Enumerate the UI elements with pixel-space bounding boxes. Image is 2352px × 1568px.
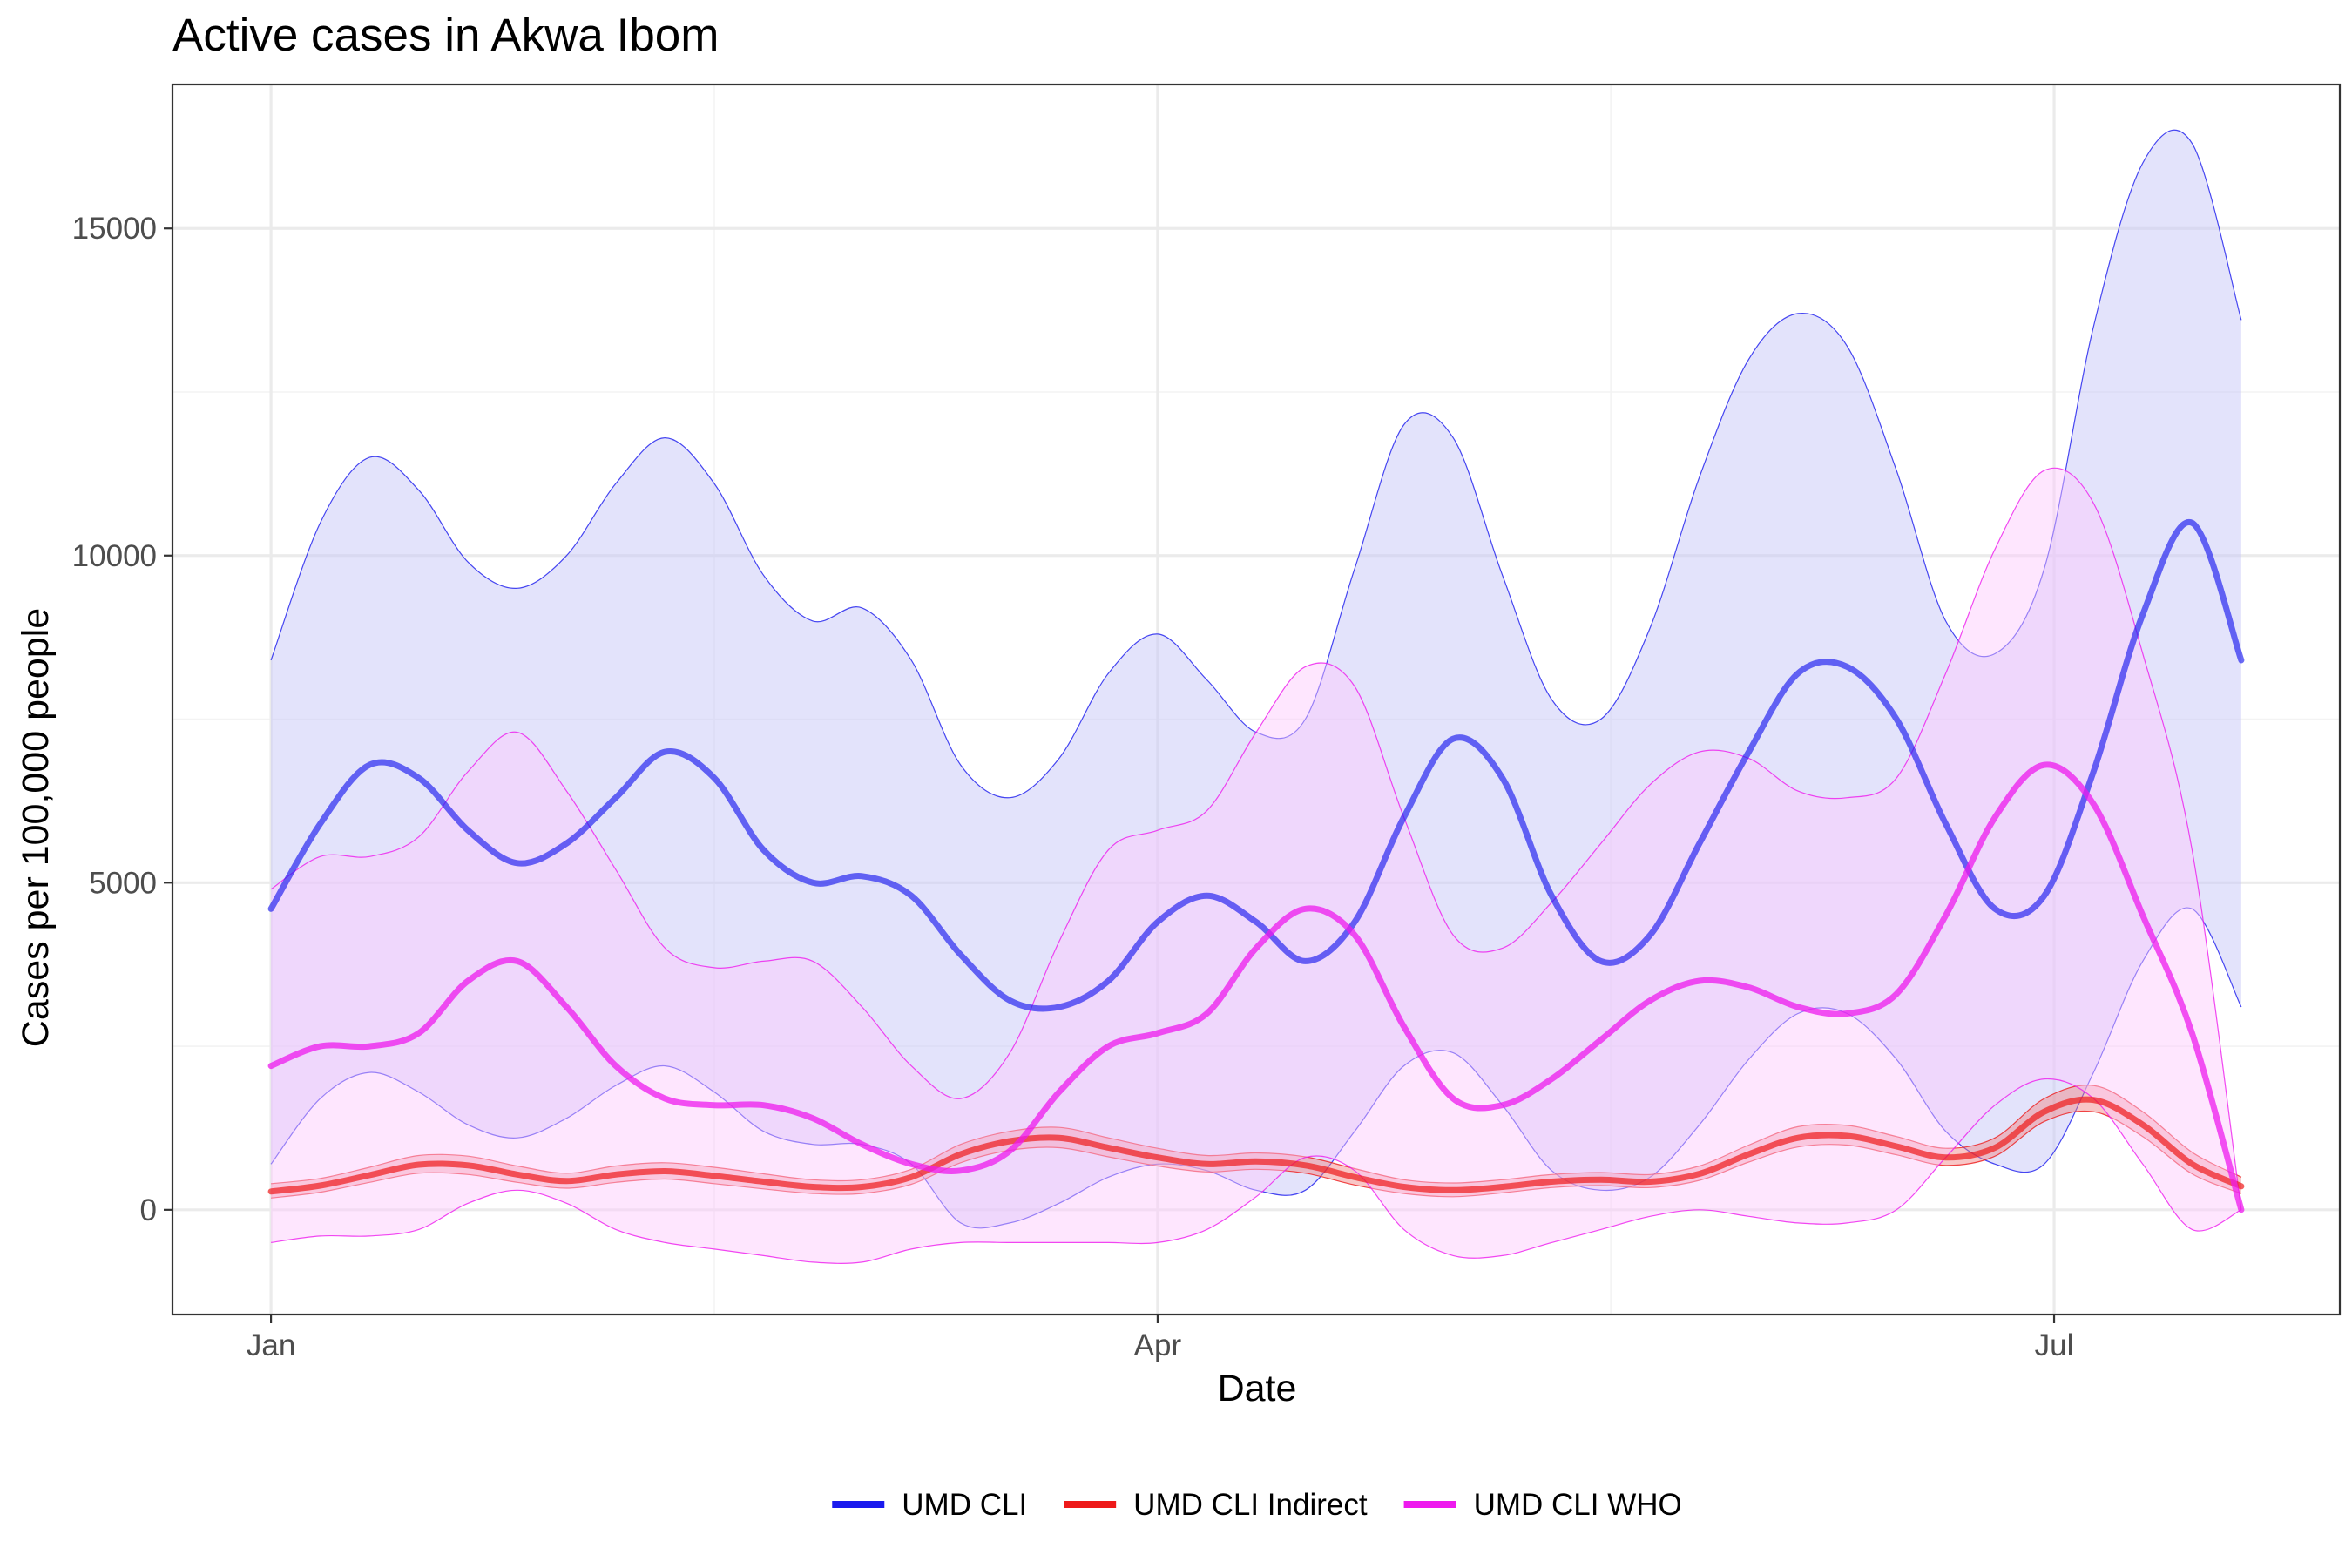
y-tick-label: 5000: [89, 866, 157, 900]
legend-item-umd-cli-indirect: UMD CLI Indirect: [1064, 1488, 1368, 1522]
umd-cli-indirect-lower-bound: [271, 1110, 2242, 1199]
umd-cli-lower-bound: [270, 907, 2242, 1229]
umd-cli-who-upper-bound: [270, 467, 2242, 1210]
umd-cli-indirect-upper-bound: [271, 1085, 2242, 1185]
confidence-bands: [270, 129, 2242, 1264]
legend-label-umd-cli: UMD CLI: [902, 1488, 1027, 1522]
y-tick-label: 10000: [72, 539, 157, 573]
y-axis-title: Cases per 100,000 people: [15, 608, 57, 1047]
y-tick-label: 15000: [72, 212, 157, 246]
umd-cli-who-band: [271, 468, 2241, 1264]
legend-item-umd-cli: UMD CLI: [832, 1488, 1027, 1522]
y-tick-label: 0: [140, 1193, 157, 1227]
x-axis-title: Date: [1218, 1368, 1297, 1409]
umd-cli-band: [271, 130, 2241, 1228]
x-tick-label: Jan: [247, 1328, 295, 1362]
chart-title: Active cases in Akwa Ibom: [172, 10, 719, 61]
umd-cli-indirect-line: [267, 1096, 2245, 1195]
x-axis-ticks: Jan Apr Jul: [247, 1315, 2074, 1362]
umd-cli-line: [267, 519, 2245, 1012]
legend-label-umd-cli-indirect: UMD CLI Indirect: [1133, 1488, 1368, 1522]
legend-item-umd-cli-who: UMD CLI WHO: [1403, 1488, 1682, 1522]
umd-cli-indirect-band: [271, 1085, 2241, 1199]
series-lines: [267, 519, 2245, 1213]
y-axis-ticks: 0 5000 10000 15000: [72, 212, 172, 1227]
x-tick-label: Apr: [1134, 1328, 1182, 1362]
legend-label-umd-cli-who: UMD CLI WHO: [1474, 1488, 1682, 1522]
x-tick-label: Jul: [2035, 1328, 2074, 1362]
umd-cli-upper-bound: [270, 129, 2242, 799]
plot-panel-border: [171, 83, 2342, 1316]
legend: UMD CLI UMD CLI Indirect UMD CLI WHO: [832, 1488, 1682, 1522]
umd-cli-who-line: [267, 761, 2245, 1213]
